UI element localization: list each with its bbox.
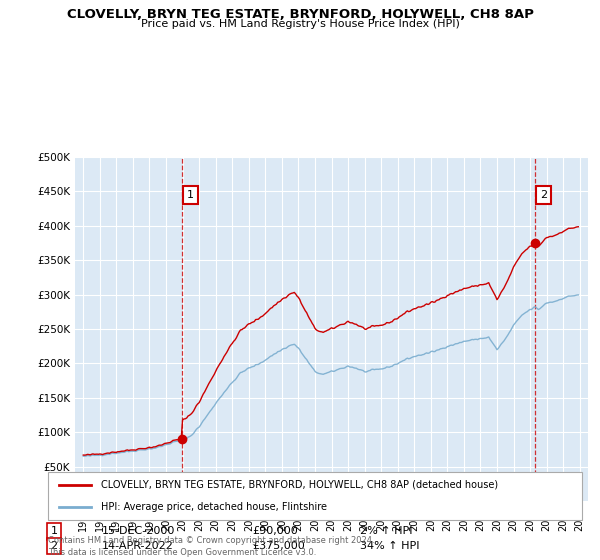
Text: CLOVELLY, BRYN TEG ESTATE, BRYNFORD, HOLYWELL, CH8 8AP (detached house): CLOVELLY, BRYN TEG ESTATE, BRYNFORD, HOL… (101, 480, 499, 490)
FancyBboxPatch shape (48, 472, 582, 520)
Text: 1: 1 (187, 190, 194, 200)
Text: £90,000: £90,000 (252, 526, 298, 536)
Text: 2: 2 (540, 190, 547, 200)
Text: 1: 1 (50, 526, 58, 536)
Text: 34% ↑ HPI: 34% ↑ HPI (360, 541, 419, 551)
Text: 2% ↑ HPI: 2% ↑ HPI (360, 526, 413, 536)
Text: 15-DEC-2000: 15-DEC-2000 (102, 526, 175, 536)
Text: Price paid vs. HM Land Registry's House Price Index (HPI): Price paid vs. HM Land Registry's House … (140, 19, 460, 29)
Text: Contains HM Land Registry data © Crown copyright and database right 2024.
This d: Contains HM Land Registry data © Crown c… (48, 536, 374, 557)
Text: CLOVELLY, BRYN TEG ESTATE, BRYNFORD, HOLYWELL, CH8 8AP: CLOVELLY, BRYN TEG ESTATE, BRYNFORD, HOL… (67, 8, 533, 21)
Text: HPI: Average price, detached house, Flintshire: HPI: Average price, detached house, Flin… (101, 502, 328, 512)
Text: £375,000: £375,000 (252, 541, 305, 551)
Text: 14-APR-2022: 14-APR-2022 (102, 541, 174, 551)
Text: 2: 2 (50, 541, 58, 551)
